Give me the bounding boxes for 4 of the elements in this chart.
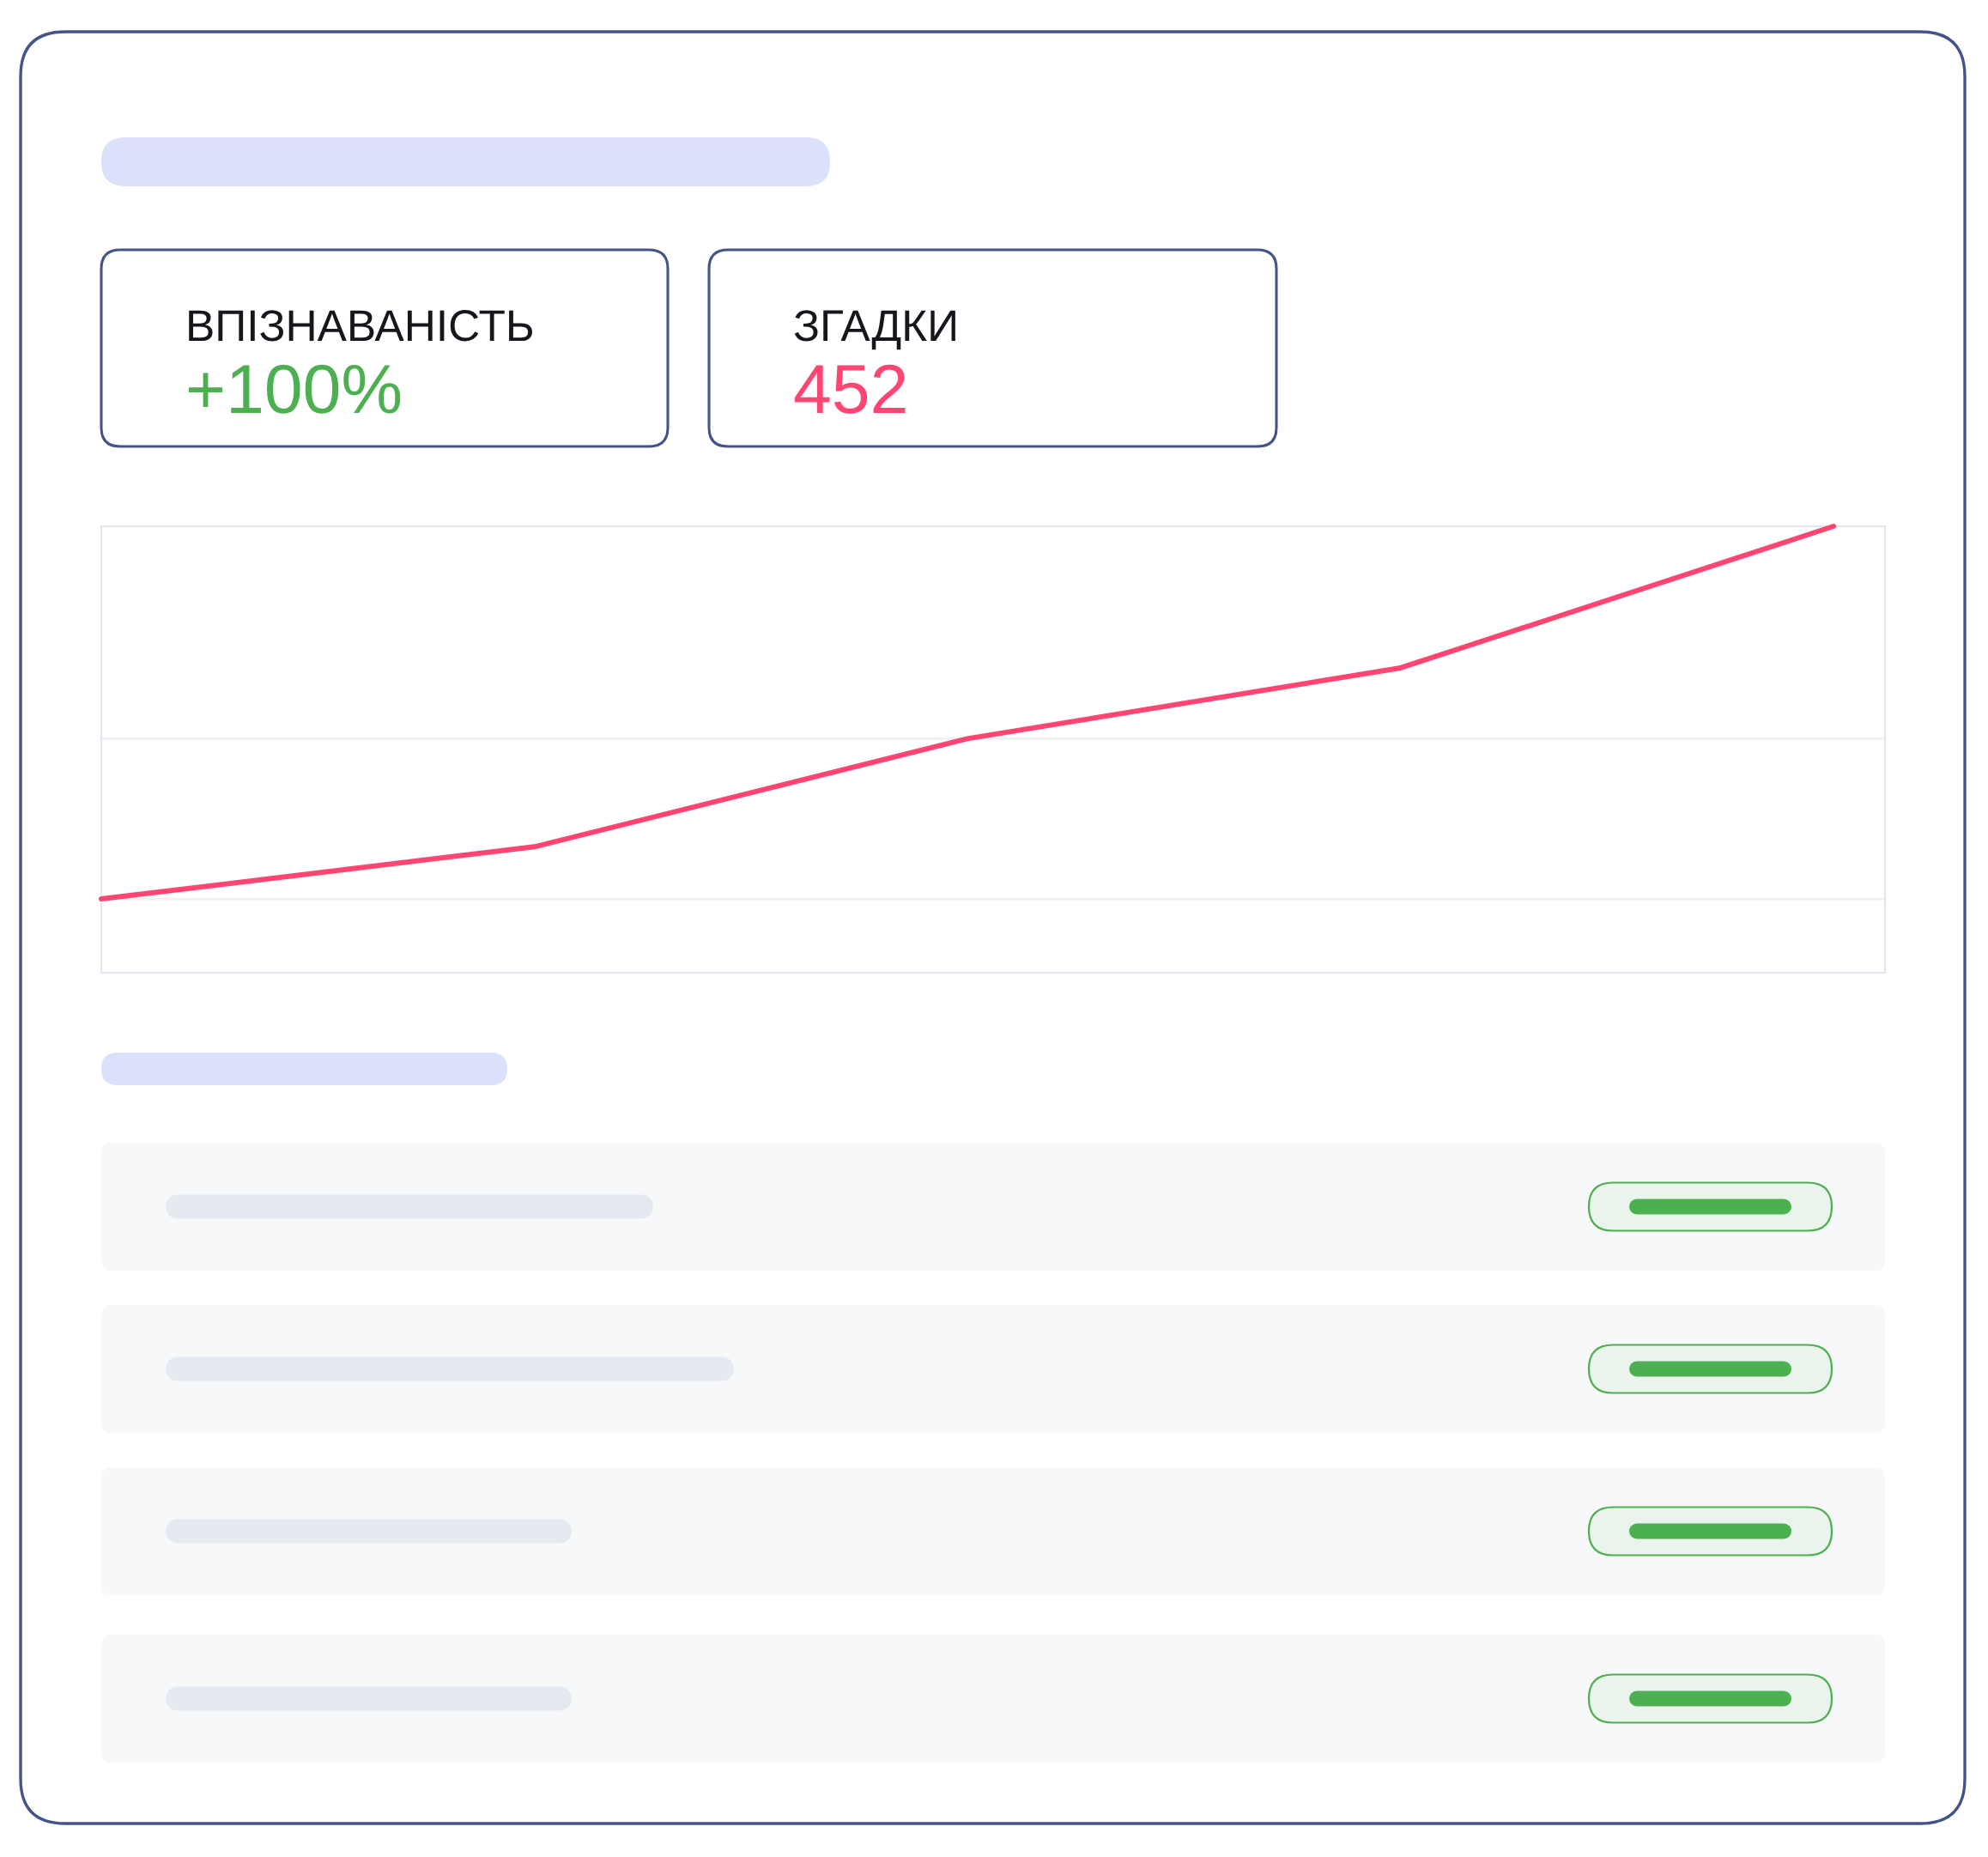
text: 452 <box>794 364 906 414</box>
text: ВПІЗНАВАНІСТЬ <box>189 310 532 342</box>
text: ЗГАДКИ <box>794 310 955 350</box>
text: +100% <box>188 364 401 414</box>
